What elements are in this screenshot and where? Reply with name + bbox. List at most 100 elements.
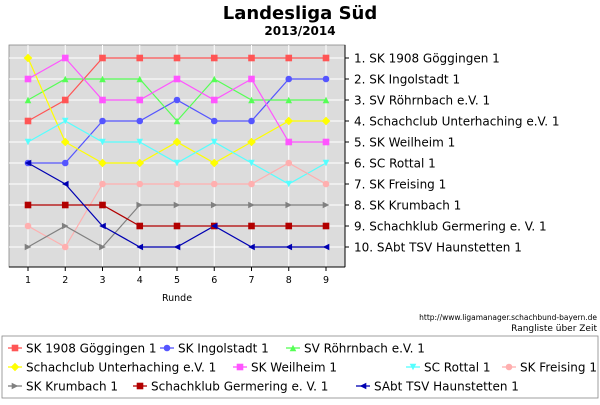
x-axis-label: Runde xyxy=(162,293,192,304)
y-tick-label: 3. SV Röhrnbach e.V. 1 xyxy=(354,94,490,108)
data-point-sc-rottal-1 xyxy=(24,138,32,146)
data-point-sk-ingolstadt-1 xyxy=(173,96,181,104)
data-point-sk-1908-goggingen-1 xyxy=(173,54,181,62)
legend-marker-schachclub-unterhaching-e-v-1 xyxy=(10,362,20,372)
data-point-sk-weilheim-1 xyxy=(210,96,218,104)
data-point-sk-ingolstadt-1 xyxy=(61,159,69,167)
footer-caption: Rangliste über Zeit xyxy=(511,324,597,334)
y-tick-label: 9. Schachklub Germering e. V. 1 xyxy=(354,220,547,234)
data-point-sk-1908-goggingen-1 xyxy=(61,96,69,104)
x-tick-label: 9 xyxy=(323,275,329,286)
data-point-sk-weilheim-1 xyxy=(285,138,293,146)
data-point-sc-rottal-1 xyxy=(248,159,255,167)
data-point-sk-ingolstadt-1 xyxy=(99,117,106,125)
data-point-sk-1908-goggingen-1 xyxy=(210,54,218,62)
legend-label-sk-freising-1: SK Freising 1 xyxy=(520,361,597,375)
y-tick-label: 2. SK Ingolstadt 1 xyxy=(354,73,460,87)
x-tick-label: 1 xyxy=(25,275,31,286)
legend-label-sk-1908-goggingen-1: SK 1908 Göggingen 1 xyxy=(26,342,157,356)
data-point-sv-rohrnbach-e-v-1 xyxy=(136,75,144,83)
data-point-sk-krumbach-1 xyxy=(99,243,106,251)
data-point-schachklub-germering-e-v-1 xyxy=(285,222,293,230)
legend-label-sc-rottal-1: SC Rottal 1 xyxy=(424,361,491,375)
y-tick-label: 5. SK Weilheim 1 xyxy=(354,136,455,150)
data-point-sc-rottal-1 xyxy=(285,180,293,188)
data-point-sk-krumbach-1 xyxy=(173,201,181,209)
data-point-sk-weilheim-1 xyxy=(61,54,69,62)
footer-url: http://www.ligamanager.schachbund-bayern… xyxy=(419,313,597,322)
data-point-sk-1908-goggingen-1 xyxy=(136,54,144,62)
legend-box xyxy=(1,335,599,399)
legend-marker-sv-rohrnbach-e-v-1 xyxy=(289,344,297,352)
data-point-sk-ingolstadt-1 xyxy=(136,117,144,125)
data-point-sabt-tsv-haunstetten-1 xyxy=(136,243,144,251)
legend-marker-sk-1908-goggingen-1 xyxy=(11,344,19,352)
data-point-schachclub-unterhaching-e-v-1 xyxy=(23,53,33,63)
x-tick-label: 2 xyxy=(62,275,68,286)
legend-marker-sk-weilheim-1 xyxy=(236,363,244,371)
data-point-sabt-tsv-haunstetten-1 xyxy=(24,159,32,167)
x-tick-label: 6 xyxy=(211,275,217,286)
data-point-sk-ingolstadt-1 xyxy=(210,117,218,125)
data-point-sabt-tsv-haunstetten-1 xyxy=(322,243,330,251)
data-point-schachklub-germering-e-v-1 xyxy=(24,201,32,209)
data-point-schachklub-germering-e-v-1 xyxy=(173,222,181,230)
data-point-sk-1908-goggingen-1 xyxy=(248,54,255,62)
data-point-schachclub-unterhaching-e-v-1 xyxy=(172,137,182,147)
data-point-sk-krumbach-1 xyxy=(285,201,293,209)
y-tick-label: 4. Schachclub Unterhaching e.V. 1 xyxy=(354,115,559,129)
data-point-sc-rottal-1 xyxy=(210,138,218,146)
y-tick-label: 1. SK 1908 Göggingen 1 xyxy=(354,52,500,66)
data-point-sabt-tsv-haunstetten-1 xyxy=(99,222,106,230)
data-point-schachclub-unterhaching-e-v-1 xyxy=(247,137,256,147)
legend-label-sk-krumbach-1: SK Krumbach 1 xyxy=(26,380,118,394)
data-point-schachclub-unterhaching-e-v-1 xyxy=(98,158,107,168)
data-point-schachklub-germering-e-v-1 xyxy=(61,201,69,209)
data-point-sk-freising-1 xyxy=(136,180,144,188)
legend-label-schachklub-germering-e-v-1: Schachklub Germering e. V. 1 xyxy=(151,380,328,394)
data-point-sc-rottal-1 xyxy=(173,159,181,167)
data-point-sc-rottal-1 xyxy=(136,138,144,146)
data-point-sk-ingolstadt-1 xyxy=(322,75,330,83)
data-point-schachclub-unterhaching-e-v-1 xyxy=(135,158,145,168)
data-point-schachklub-germering-e-v-1 xyxy=(248,222,255,230)
legend-marker-sk-freising-1 xyxy=(505,363,513,371)
data-point-sc-rottal-1 xyxy=(99,138,106,146)
data-point-sk-weilheim-1 xyxy=(322,138,330,146)
data-point-sk-freising-1 xyxy=(322,180,330,188)
data-point-sv-rohrnbach-e-v-1 xyxy=(322,96,330,104)
y-tick-label: 10. SAbt TSV Haunstetten 1 xyxy=(354,241,522,255)
data-point-sv-rohrnbach-e-v-1 xyxy=(248,96,255,104)
data-point-sk-1908-goggingen-1 xyxy=(24,117,32,125)
data-point-sk-krumbach-1 xyxy=(248,201,255,209)
chart-title: Landesliga Süd xyxy=(223,3,378,24)
data-point-sabt-tsv-haunstetten-1 xyxy=(61,180,69,188)
data-point-sk-krumbach-1 xyxy=(24,243,32,251)
chart-subtitle: 2013/2014 xyxy=(264,24,335,38)
data-point-sk-krumbach-1 xyxy=(61,222,69,230)
y-tick-label: 7. SK Freising 1 xyxy=(354,178,446,192)
data-point-schachclub-unterhaching-e-v-1 xyxy=(284,116,294,126)
data-point-sk-freising-1 xyxy=(24,222,32,230)
data-point-sv-rohrnbach-e-v-1 xyxy=(24,96,32,104)
data-point-sabt-tsv-haunstetten-1 xyxy=(210,222,218,230)
data-point-sabt-tsv-haunstetten-1 xyxy=(285,243,293,251)
data-point-sk-ingolstadt-1 xyxy=(285,75,293,83)
data-point-schachklub-germering-e-v-1 xyxy=(136,222,144,230)
data-point-sk-1908-goggingen-1 xyxy=(322,54,330,62)
legend-label-sk-ingolstadt-1: SK Ingolstadt 1 xyxy=(178,342,269,356)
data-point-sk-ingolstadt-1 xyxy=(248,117,255,125)
data-point-sk-krumbach-1 xyxy=(136,201,144,209)
legend-label-sv-rohrnbach-e-v-1: SV Röhrnbach e.V. 1 xyxy=(304,342,425,356)
x-tick-label: 3 xyxy=(99,275,105,286)
x-tick-label: 8 xyxy=(286,275,292,286)
data-point-sk-freising-1 xyxy=(248,180,255,188)
series-markers xyxy=(23,53,331,251)
y-tick-label: 6. SC Rottal 1 xyxy=(354,157,436,171)
data-point-sk-freising-1 xyxy=(210,180,218,188)
data-point-schachclub-unterhaching-e-v-1 xyxy=(209,158,219,168)
x-axis: 1 2 3 4 5 6 7 8 9 xyxy=(9,266,345,286)
data-point-sv-rohrnbach-e-v-1 xyxy=(285,96,293,104)
